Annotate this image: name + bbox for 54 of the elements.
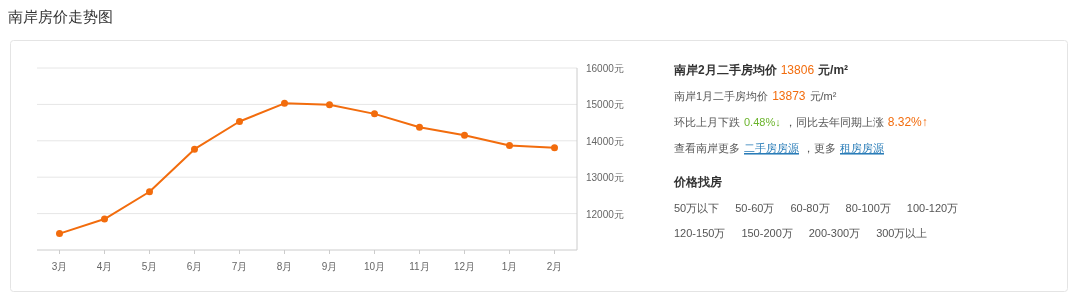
- text: 13873: [772, 89, 806, 103]
- text: 300万以上: [876, 227, 928, 239]
- text: 200-300万: [808, 227, 861, 239]
- text: 8.32%↑: [887, 115, 928, 129]
- chart-title: 南岸房价走势图: [8, 8, 113, 25]
- x-tick-label: 9月: [321, 261, 338, 272]
- x-tick-label: 8月: [276, 261, 293, 272]
- text: 南岸1月二手房均价: [674, 90, 769, 102]
- y-tick-label: 12000元: [586, 208, 624, 220]
- point: [56, 230, 63, 238]
- x-tick-label: 10月: [363, 261, 386, 272]
- text: ，同比去年同期上涨: [784, 116, 884, 128]
- point: [461, 131, 468, 139]
- point: [326, 101, 333, 109]
- text: 50万以下: [674, 202, 720, 214]
- text: 查看南岸更多: [674, 142, 740, 154]
- x-tick-label: 5月: [141, 261, 158, 272]
- text: 环比上月下跌: [674, 116, 740, 128]
- text: 50-60万: [735, 202, 775, 214]
- point: [506, 141, 513, 149]
- text: 南岸2月二手房均价: [673, 63, 778, 77]
- point: [146, 188, 153, 196]
- point: [101, 215, 108, 223]
- text: 0.48%↓: [744, 116, 781, 128]
- text: 元/m²: [809, 90, 837, 102]
- point: [416, 123, 423, 131]
- x-tick-label: 1月: [501, 261, 518, 272]
- x-tick-label: 2月: [546, 261, 563, 272]
- text: 120-150万: [674, 227, 726, 239]
- point: [551, 144, 558, 152]
- text: 150-200万: [741, 227, 793, 239]
- text: 元/m²: [817, 63, 849, 77]
- point: [281, 99, 288, 107]
- point: [191, 145, 198, 153]
- text: 100-120万: [906, 202, 959, 214]
- point: [236, 118, 243, 126]
- y-tick-label: 16000元: [586, 63, 624, 74]
- x-tick-label: 12月: [453, 261, 476, 272]
- text: 60-80万: [790, 202, 830, 214]
- x-tick-label: 4月: [96, 261, 113, 272]
- point: [371, 110, 378, 118]
- text: 二手房房源: [744, 142, 799, 154]
- text: ，更多: [803, 142, 836, 154]
- text: 80-100万: [845, 202, 891, 214]
- text: 价格找房: [673, 175, 722, 189]
- x-tick-label: 11月: [409, 261, 430, 272]
- text: 租房房源: [840, 142, 884, 154]
- text: 13806: [780, 63, 815, 77]
- x-tick-label: 7月: [231, 261, 248, 272]
- y-tick-label: 13000元: [586, 172, 624, 184]
- x-tick-label: 6月: [186, 261, 203, 272]
- y-tick-label: 14000元: [586, 135, 624, 147]
- x-tick-label: 3月: [51, 261, 68, 272]
- y-tick-label: 15000元: [586, 99, 624, 111]
